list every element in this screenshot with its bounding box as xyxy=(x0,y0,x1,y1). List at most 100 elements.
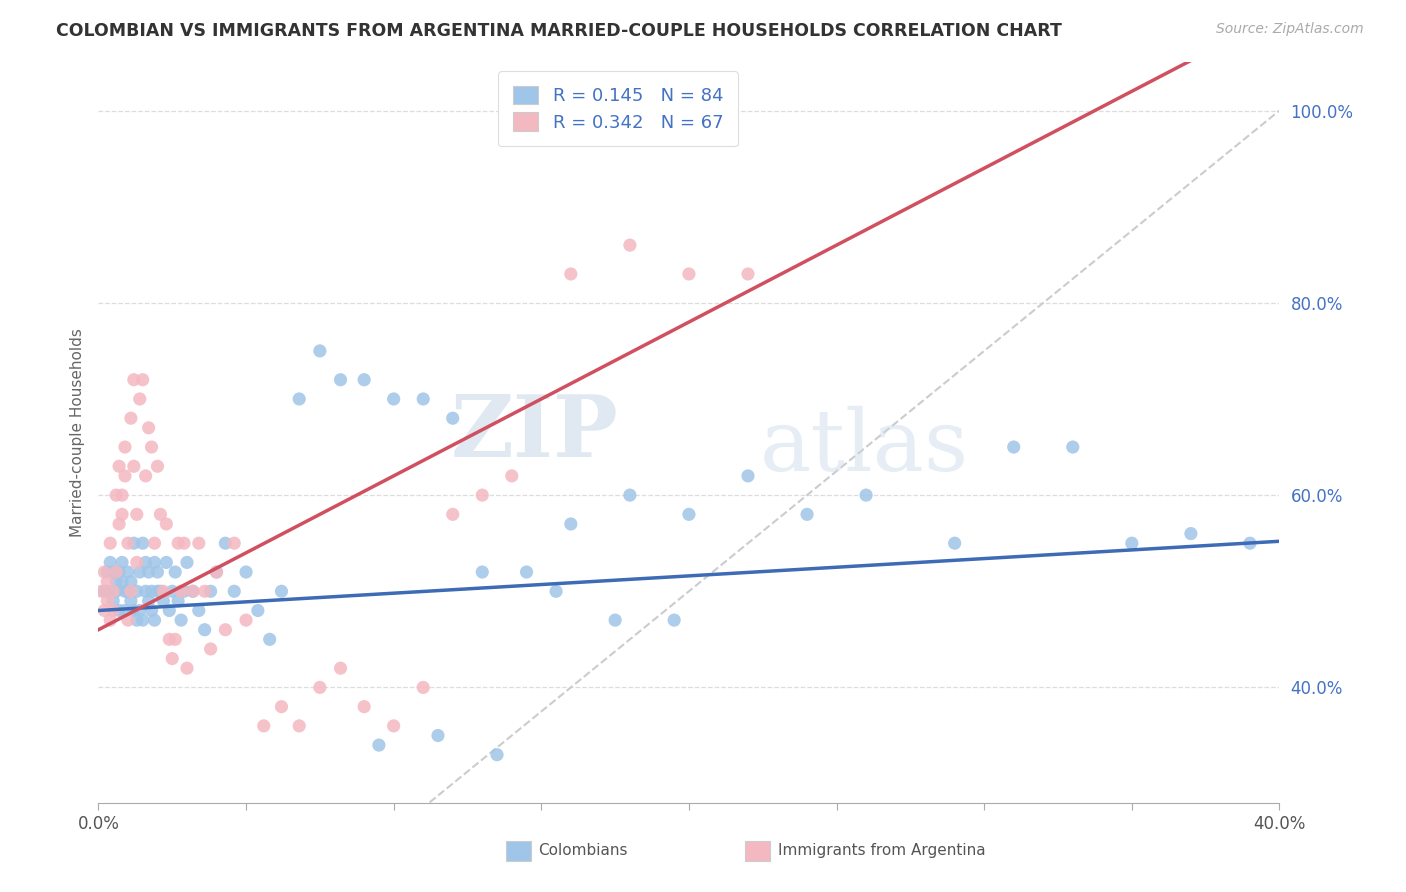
Point xyxy=(382,719,405,733)
Point xyxy=(1062,440,1084,454)
Point xyxy=(664,613,686,627)
Point xyxy=(162,651,183,665)
Point xyxy=(125,613,148,627)
Point xyxy=(122,603,145,617)
Point xyxy=(619,488,641,502)
Point xyxy=(309,681,332,695)
Point xyxy=(181,584,204,599)
Point xyxy=(114,584,136,599)
Point xyxy=(138,594,160,608)
Point xyxy=(98,556,121,570)
Point xyxy=(501,469,523,483)
Point xyxy=(125,556,148,570)
Point xyxy=(214,623,236,637)
Point xyxy=(120,594,142,608)
Point xyxy=(141,584,163,599)
Point xyxy=(108,565,131,579)
Point xyxy=(259,632,281,647)
Point xyxy=(128,603,150,617)
Point xyxy=(132,613,155,627)
Point xyxy=(353,373,375,387)
Point xyxy=(605,613,627,627)
Point xyxy=(96,574,118,589)
Point xyxy=(194,584,217,599)
Point xyxy=(146,459,169,474)
Point xyxy=(111,574,134,589)
Text: Source: ZipAtlas.com: Source: ZipAtlas.com xyxy=(1216,22,1364,37)
Point xyxy=(120,411,142,425)
Point xyxy=(141,440,163,454)
Point xyxy=(412,392,434,406)
Point xyxy=(309,343,332,358)
Point xyxy=(98,613,121,627)
Point xyxy=(737,469,759,483)
Point xyxy=(96,594,118,608)
Point xyxy=(235,613,257,627)
Point xyxy=(246,603,269,617)
Point xyxy=(165,632,187,647)
Point xyxy=(96,565,118,579)
Point xyxy=(135,469,157,483)
Point xyxy=(135,584,157,599)
Point xyxy=(135,556,157,570)
Point xyxy=(155,556,177,570)
Point xyxy=(117,565,139,579)
Point xyxy=(108,603,131,617)
Point xyxy=(441,508,464,522)
Point xyxy=(138,421,160,435)
Point xyxy=(516,565,538,579)
Point xyxy=(157,603,180,617)
Point xyxy=(96,584,118,599)
Point xyxy=(105,565,128,579)
Point xyxy=(114,603,136,617)
Point xyxy=(224,584,246,599)
Text: Colombians: Colombians xyxy=(538,844,628,858)
Point xyxy=(149,584,172,599)
Point xyxy=(471,488,494,502)
Point xyxy=(117,536,139,550)
Point xyxy=(173,536,195,550)
Point xyxy=(796,508,818,522)
Point xyxy=(329,373,352,387)
Point xyxy=(117,613,139,627)
Point xyxy=(108,516,131,531)
Point xyxy=(143,536,166,550)
Point xyxy=(167,536,190,550)
Point xyxy=(855,488,877,502)
Point xyxy=(170,584,193,599)
Point xyxy=(200,584,222,599)
Point xyxy=(329,661,352,675)
Point xyxy=(288,392,311,406)
Point xyxy=(103,594,125,608)
Point xyxy=(122,459,145,474)
Point xyxy=(93,565,115,579)
Point xyxy=(678,267,700,281)
Point xyxy=(546,584,568,599)
Point xyxy=(471,565,494,579)
Point xyxy=(141,603,163,617)
Point xyxy=(176,661,198,675)
Point xyxy=(194,623,217,637)
Point xyxy=(187,536,209,550)
Point xyxy=(170,613,193,627)
Point xyxy=(105,574,128,589)
Point xyxy=(122,536,145,550)
Legend: R = 0.145   N = 84, R = 0.342   N = 67: R = 0.145 N = 84, R = 0.342 N = 67 xyxy=(499,71,738,146)
Point xyxy=(105,584,128,599)
Point xyxy=(1121,536,1143,550)
Point xyxy=(486,747,509,762)
Point xyxy=(235,565,257,579)
Point xyxy=(253,719,276,733)
Point xyxy=(412,681,434,695)
Point xyxy=(93,584,115,599)
Point xyxy=(619,238,641,252)
Point xyxy=(224,536,246,550)
Point xyxy=(155,516,177,531)
Point xyxy=(111,556,134,570)
Point xyxy=(93,603,115,617)
Point xyxy=(382,392,405,406)
Point xyxy=(132,373,155,387)
Point xyxy=(162,584,183,599)
Point xyxy=(105,488,128,502)
Point xyxy=(122,373,145,387)
